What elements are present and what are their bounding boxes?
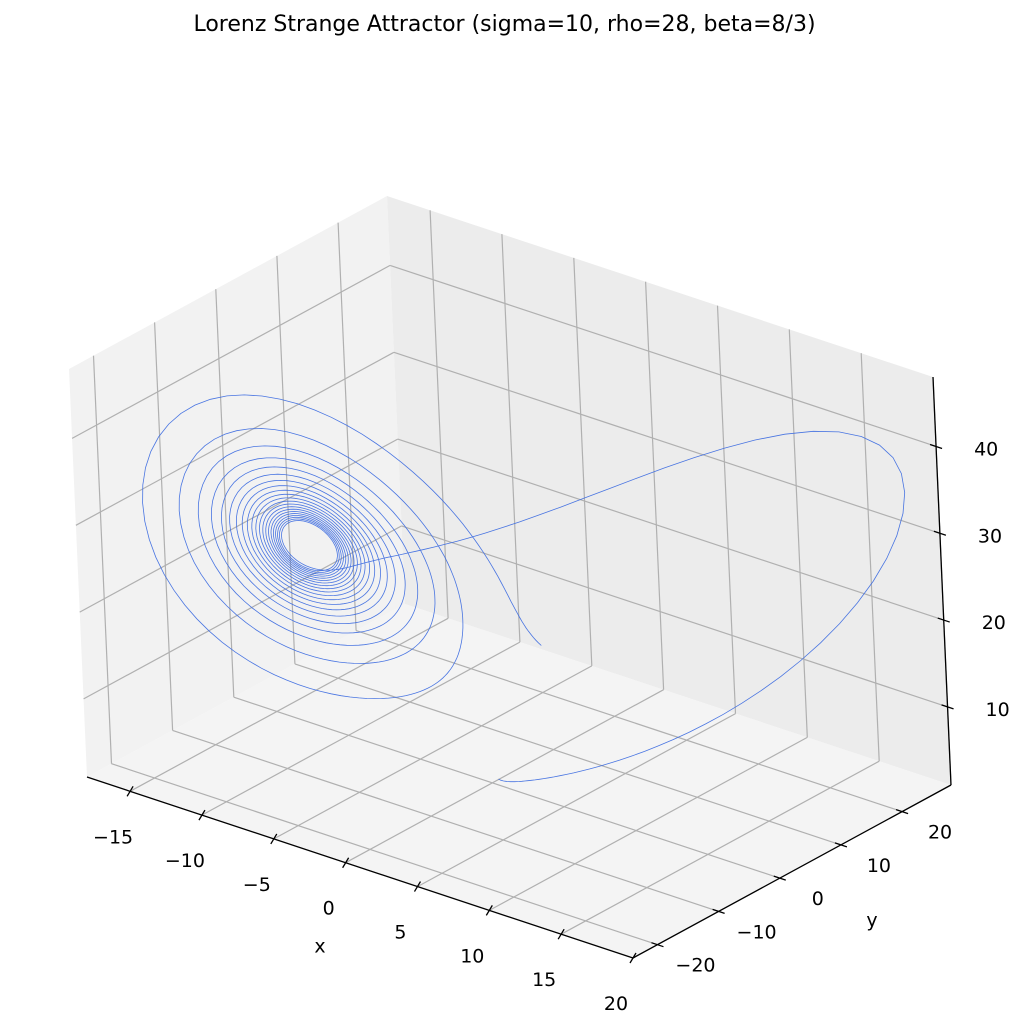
z-tick xyxy=(933,530,947,536)
x-tick-label: 5 xyxy=(394,922,406,944)
chart-title: Lorenz Strange Attractor (sigma=10, rho=… xyxy=(193,12,816,37)
grid-x-back xyxy=(860,353,880,762)
axis-labels: xy xyxy=(314,910,877,958)
grid-x-back xyxy=(645,281,665,690)
grid-x-back xyxy=(573,257,593,666)
y-tick xyxy=(651,942,664,948)
grid-y-left xyxy=(92,355,113,764)
grid-x-back xyxy=(788,329,808,738)
grid-x-floor xyxy=(345,689,664,864)
z-tick-label: 20 xyxy=(982,612,1006,634)
grid-x-floor xyxy=(489,736,808,911)
y-tick xyxy=(712,908,725,915)
grid-z-back xyxy=(389,264,937,447)
z-tick-label: 40 xyxy=(974,438,998,460)
x-tick-label: −10 xyxy=(165,850,205,872)
x-tick-label: −5 xyxy=(243,874,271,896)
y-tick-label: 0 xyxy=(812,888,824,910)
grid-y-floor xyxy=(355,630,903,813)
grid-z-left xyxy=(75,351,395,526)
grid-z-back xyxy=(397,438,944,621)
grid-z-back xyxy=(401,525,948,708)
grid-x-back xyxy=(501,234,521,643)
z-axis-line xyxy=(932,376,952,786)
y-tick-label: 20 xyxy=(928,822,952,844)
grid-y-left xyxy=(276,255,296,664)
grid-z-left xyxy=(71,264,391,439)
x-tick-label: 20 xyxy=(604,993,628,1015)
x-tick xyxy=(342,857,350,869)
z-tick xyxy=(941,704,954,710)
y-tick-label: −20 xyxy=(675,955,715,977)
grid-y-left xyxy=(154,322,174,731)
grid-x-back xyxy=(429,210,449,619)
x-tick-label: −15 xyxy=(93,826,133,848)
x-tick-label: 10 xyxy=(460,945,484,967)
grid-x-floor xyxy=(129,617,449,792)
z-tick-label: 30 xyxy=(978,525,1002,547)
left-pane xyxy=(69,196,405,777)
x-axis-line xyxy=(86,776,634,959)
grid-y-floor xyxy=(233,696,780,879)
grid-y-left xyxy=(337,222,357,631)
axis-lines xyxy=(86,376,952,959)
x-tick xyxy=(413,881,422,892)
x-tick xyxy=(629,952,637,964)
y-axis-label: y xyxy=(866,910,877,932)
grid-z-left xyxy=(79,438,398,613)
y-tick-label: 10 xyxy=(867,855,891,877)
grid-y-left xyxy=(215,289,235,698)
x-tick xyxy=(485,905,493,916)
y-tick xyxy=(834,842,848,848)
floor-pane xyxy=(87,604,951,958)
back-pane xyxy=(387,196,951,785)
axes-panes xyxy=(69,196,951,958)
grid-x-floor xyxy=(417,713,736,888)
z-tick xyxy=(937,617,950,623)
grid-z-back xyxy=(393,351,941,534)
x-tick-label: 15 xyxy=(532,969,556,991)
y-tick xyxy=(895,808,909,815)
y-tick xyxy=(773,875,786,881)
x-tick xyxy=(557,928,565,940)
x-tick xyxy=(198,809,206,821)
x-tick xyxy=(270,833,278,845)
y-axis-line xyxy=(632,784,952,959)
y-tick-label: −10 xyxy=(737,921,777,943)
grid-y-floor xyxy=(294,663,842,846)
grid-x-back xyxy=(716,305,737,714)
lorenz-trajectory-line xyxy=(142,394,906,783)
x-axis-label: x xyxy=(314,936,325,958)
grid-x-floor xyxy=(201,641,521,816)
grid-x-floor xyxy=(273,665,593,840)
grid-z-left xyxy=(83,525,402,700)
grid-y-floor xyxy=(172,729,719,912)
grid-x-floor xyxy=(560,760,880,935)
z-tick-label: 10 xyxy=(986,699,1009,721)
trajectory-series xyxy=(142,394,906,783)
tick-labels: −15 −10 −5 0 5 10 15 20 −20 −10 0 10 20 10 20 30 40 xyxy=(93,438,1009,1015)
x-tick xyxy=(126,785,134,797)
x-tick-label: 0 xyxy=(323,898,335,920)
grid-y-floor xyxy=(111,763,658,946)
axis-ticks xyxy=(126,443,954,964)
z-tick xyxy=(929,443,943,450)
